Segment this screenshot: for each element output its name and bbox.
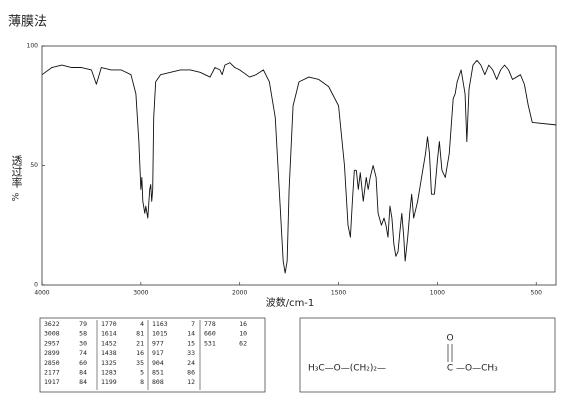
peak-transmittance: 35 (136, 359, 144, 367)
peak-wavenumber: 917 (152, 349, 164, 357)
peak-transmittance: 7 (191, 320, 195, 328)
peak-transmittance: 10 (239, 330, 247, 338)
chart-title: 薄膜法 (8, 15, 47, 30)
x-tick-label: 1500 (331, 290, 346, 297)
peak-wavenumber: 1438 (101, 349, 117, 357)
peak-transmittance: 79 (79, 320, 87, 328)
peak-wavenumber: 1199 (101, 378, 117, 386)
peak-transmittance: 4 (140, 320, 144, 328)
peak-wavenumber: 977 (152, 339, 164, 347)
peak-wavenumber: 660 (204, 330, 216, 338)
peak-wavenumber: 904 (152, 359, 164, 367)
peak-transmittance: 16 (239, 320, 247, 328)
peak-transmittance: 5 (140, 369, 144, 377)
x-tick-label: 500 (531, 290, 543, 297)
peak-transmittance: 14 (187, 330, 195, 338)
peak-transmittance: 16 (136, 349, 144, 357)
peak-transmittance: 12 (187, 378, 195, 386)
peak-wavenumber: 1015 (152, 330, 168, 338)
peak-transmittance: 62 (239, 339, 247, 347)
peak-transmittance: 81 (136, 330, 144, 338)
structure-right: —O—CH₃ (456, 364, 498, 374)
peak-transmittance: 74 (79, 349, 87, 357)
spectrum-line (41, 59, 557, 274)
peak-wavenumber: 851 (152, 369, 164, 377)
structure-frame (299, 317, 556, 393)
x-tick-label: 1000 (430, 290, 445, 297)
peak-wavenumber: 2177 (44, 369, 60, 377)
peak-transmittance: 24 (187, 359, 195, 367)
peak-wavenumber: 1325 (101, 359, 117, 367)
peak-transmittance: 60 (79, 359, 87, 367)
peak-transmittance: 84 (79, 369, 87, 377)
y-tick-label: 50 (30, 162, 38, 169)
x-label: 波数/cm-1 (266, 296, 315, 309)
y-tick-label: 0 (34, 282, 38, 289)
peak-wavenumber: 531 (204, 339, 216, 347)
peak-table-frame (39, 317, 266, 393)
x-tick-label: 4000 (34, 290, 49, 297)
peak-wavenumber: 778 (204, 320, 216, 328)
peak-wavenumber: 2957 (44, 339, 60, 347)
structure-left: H₃C—O—(CH₂)₂— (308, 364, 386, 374)
peak-transmittance: 15 (187, 339, 195, 347)
peak-transmittance: 33 (187, 349, 195, 357)
peak-wavenumber: 3622 (44, 320, 60, 328)
peak-wavenumber: 808 (152, 378, 164, 386)
y-label: 透过率 (10, 155, 23, 189)
peak-wavenumber: 1614 (101, 330, 117, 338)
peak-transmittance: 30 (79, 339, 87, 347)
peak-wavenumber: 1283 (101, 369, 117, 377)
structure-oxygen: O (446, 334, 453, 344)
peak-wavenumber: 2850 (44, 359, 60, 367)
x-tick-label: 2000 (232, 290, 247, 297)
y-tick-label: 100 (27, 43, 39, 50)
peak-wavenumber: 1770 (101, 320, 117, 328)
peak-transmittance: 84 (79, 378, 87, 386)
peak-wavenumber: 2899 (44, 349, 60, 357)
y-unit: % (12, 192, 22, 201)
peak-wavenumber: 3008 (44, 330, 60, 338)
x-tick-label: 3000 (133, 290, 148, 297)
peak-transmittance: 8 (140, 378, 144, 386)
peak-transmittance: 58 (79, 330, 87, 338)
structure-carbon: C (447, 364, 453, 374)
peak-wavenumber: 1163 (152, 320, 168, 328)
peak-wavenumber: 1917 (44, 378, 60, 386)
peak-transmittance: 21 (136, 339, 144, 347)
peak-transmittance: 86 (187, 369, 195, 377)
peak-wavenumber: 1452 (101, 339, 117, 347)
